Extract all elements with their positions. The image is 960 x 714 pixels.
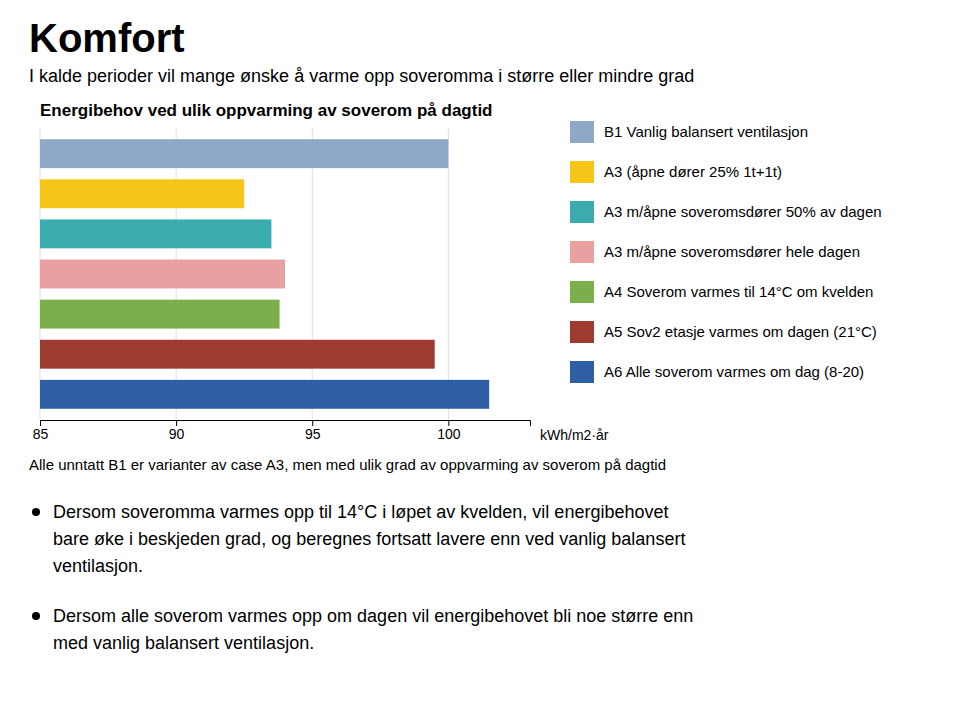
- legend-item: A3 m/åpne soveromsdører 50% av dagen: [570, 201, 882, 223]
- note: Alle unntatt B1 er varianter av case A3,…: [29, 456, 666, 473]
- legend-swatch: [570, 361, 594, 383]
- x-tick: 95: [305, 420, 321, 442]
- bar: [40, 179, 244, 208]
- legend-label: A3 m/åpne soveromsdører 50% av dagen: [604, 203, 882, 220]
- bullet-line: med vanlig balansert ventilasjon.: [53, 633, 314, 653]
- legend-item: A3 (åpne dører 25% 1t+1t): [570, 161, 782, 183]
- legend-item: A3 m/åpne soveromsdører hele dagen: [570, 241, 860, 263]
- x-axis: 85 90 95 100: [33, 420, 531, 442]
- bullet-line: ventilasjon.: [53, 556, 143, 576]
- legend-swatch: [570, 161, 594, 183]
- legend-label: B1 Vanlig balansert ventilasjon: [604, 123, 808, 140]
- plot-area: 85 90 95 100: [33, 128, 531, 442]
- page-title: Komfort: [29, 16, 185, 60]
- grid-line: [312, 128, 313, 420]
- legend-swatch: [570, 241, 594, 263]
- bar: [40, 340, 435, 369]
- bars: [40, 139, 489, 409]
- grid: [40, 128, 448, 420]
- x-tick: 85: [33, 420, 49, 442]
- bar: [40, 260, 285, 289]
- legend-swatch: [570, 281, 594, 303]
- bullet-line: Dersom alle soverom varmes opp om dagen …: [53, 606, 693, 626]
- bar: [40, 219, 271, 248]
- bullet-item: Dersom alle soverom varmes opp om dagen …: [32, 606, 693, 653]
- bar: [40, 139, 448, 168]
- bar: [40, 300, 280, 329]
- legend-swatch: [570, 121, 594, 143]
- bullet-line: Dersom soveromma varmes opp til 14°C i l…: [53, 502, 668, 522]
- legend-label: A5 Sov2 etasje varmes om dagen (21°C): [604, 323, 877, 340]
- bar: [40, 380, 489, 409]
- x-tick-label: 85: [33, 426, 49, 442]
- chart-title: Energibehov ved ulik oppvarming av sover…: [40, 101, 493, 120]
- chart-root: Komfort I kalde perioder vil mange ønske …: [0, 0, 960, 714]
- x-tick-label: 100: [437, 426, 461, 442]
- legend-label: A4 Soverom varmes til 14°C om kvelden: [604, 283, 873, 300]
- legend-label: A3 m/åpne soveromsdører hele dagen: [604, 243, 860, 260]
- bullet-item: Dersom soveromma varmes opp til 14°C i l…: [32, 502, 685, 576]
- bullet-line: bare øke i beskjeden grad, og beregnes f…: [53, 529, 685, 549]
- legend-label: A3 (åpne dører 25% 1t+1t): [604, 163, 782, 180]
- x-tick: 100: [437, 420, 461, 442]
- x-tick-label: 90: [169, 426, 185, 442]
- legend: B1 Vanlig balansert ventilasjon A3 (åpne …: [570, 121, 882, 383]
- bullet-dot: [32, 612, 40, 620]
- legend-item: B1 Vanlig balansert ventilasjon: [570, 121, 808, 143]
- legend-item: A5 Sov2 etasje varmes om dagen (21°C): [570, 321, 877, 343]
- x-tick-label: 95: [305, 426, 321, 442]
- x-axis-label: kWh/m2·år: [540, 427, 609, 443]
- legend-label: A6 Alle soverom varmes om dag (8-20): [604, 363, 864, 380]
- legend-item: A6 Alle soverom varmes om dag (8-20): [570, 361, 864, 383]
- legend-item: A4 Soverom varmes til 14°C om kvelden: [570, 281, 873, 303]
- legend-swatch: [570, 321, 594, 343]
- legend-swatch: [570, 201, 594, 223]
- page-subtitle: I kalde perioder vil mange ønske å varme…: [29, 66, 694, 86]
- bullet-dot: [32, 508, 40, 516]
- x-tick: 90: [169, 420, 185, 442]
- grid-line: [448, 128, 449, 420]
